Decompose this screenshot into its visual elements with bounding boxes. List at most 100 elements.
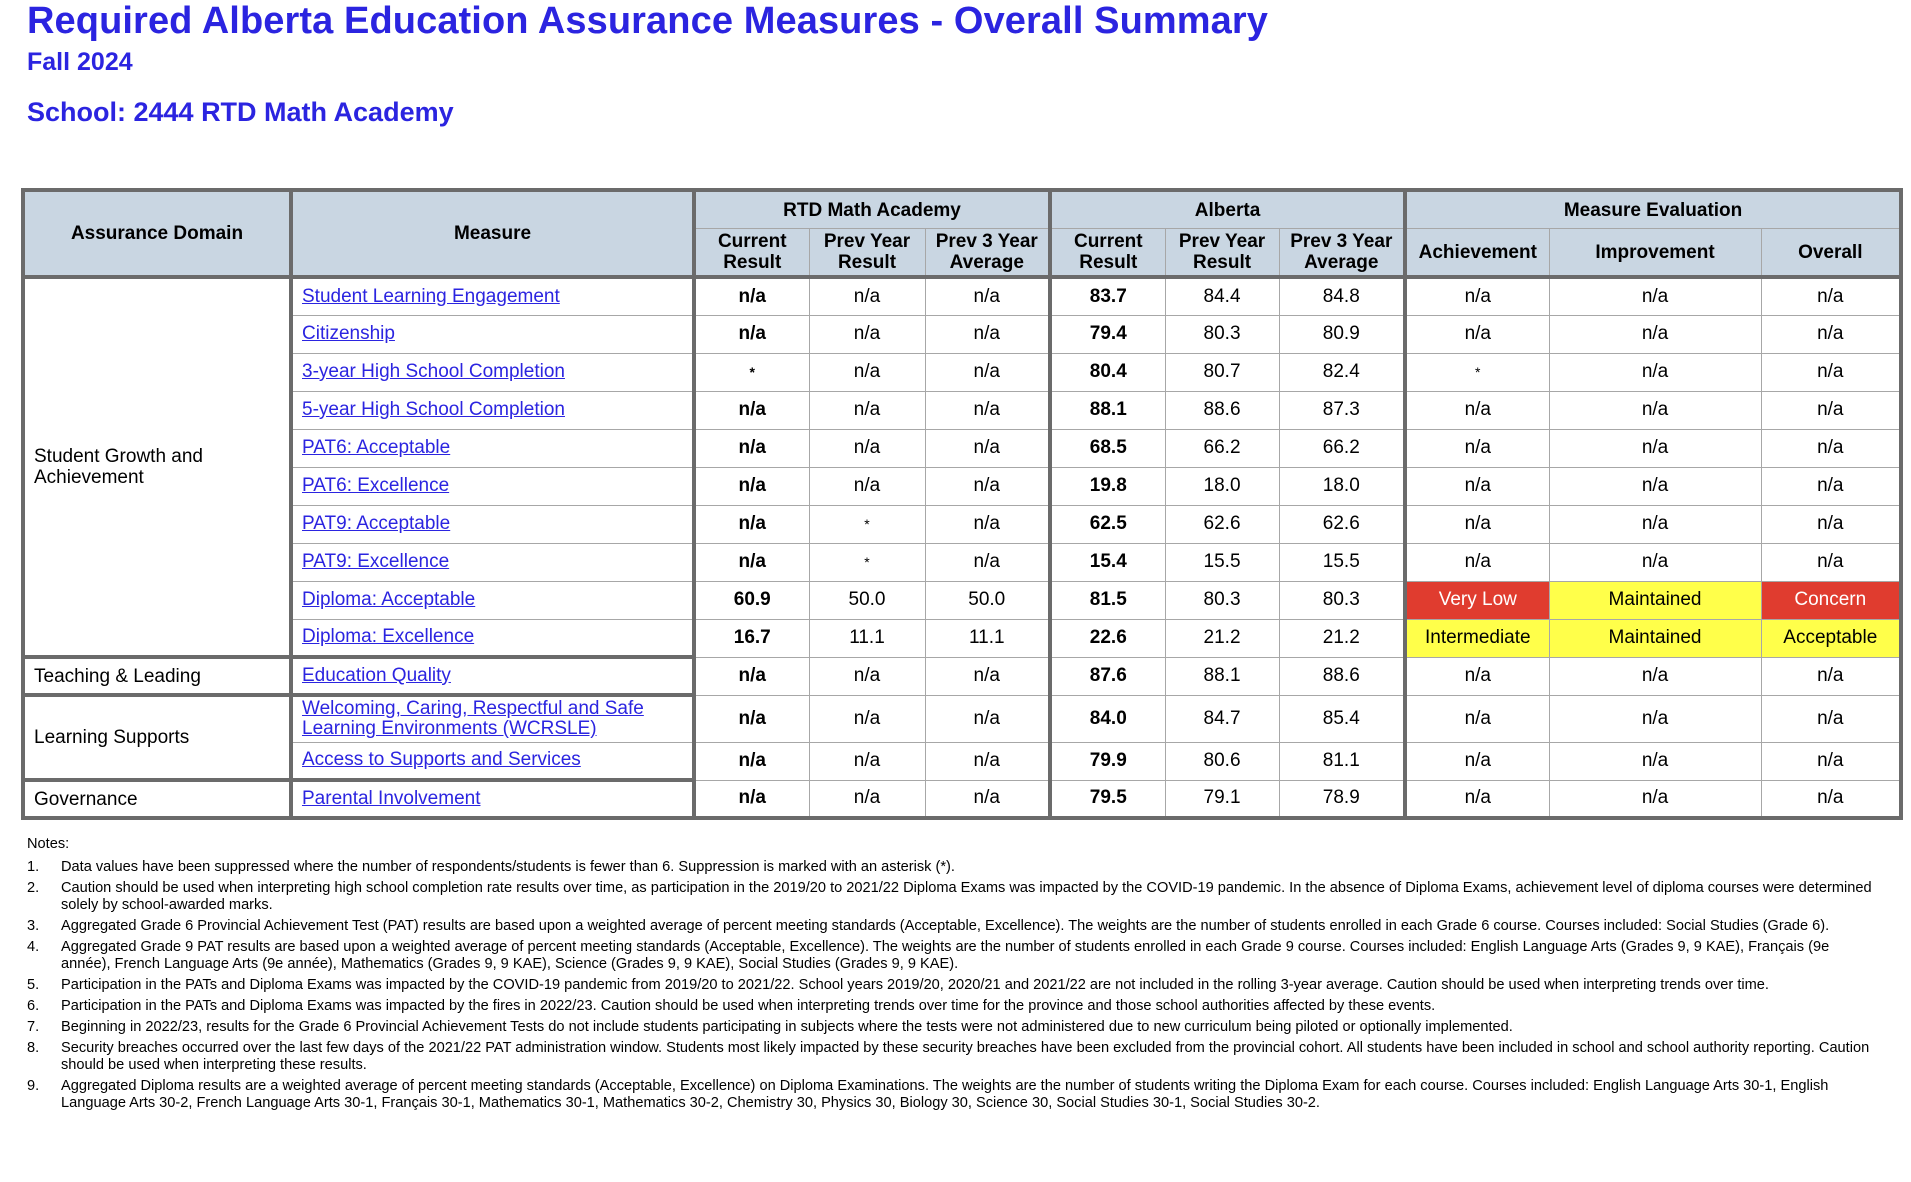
alberta-prev-year-cell: 80.3 <box>1164 314 1280 354</box>
alberta-current-cell: 19.8 <box>1049 466 1166 506</box>
alberta-prev-year-cell: 88.6 <box>1164 390 1280 430</box>
alberta-current-cell: 68.5 <box>1049 428 1166 468</box>
header-measure: Measure <box>290 189 696 279</box>
alberta-current-cell: 81.5 <box>1049 580 1166 620</box>
school-prev-year-cell: n/a <box>808 390 926 430</box>
alberta-prev-year-cell: 62.6 <box>1164 504 1280 544</box>
alberta-prev-year-cell: 84.4 <box>1164 276 1280 316</box>
note-item: 8. Security breaches occurred over the la… <box>27 1040 1877 1074</box>
header-school-prev3: Prev 3 Year Average <box>924 228 1053 279</box>
measure-cell: Diploma: Excellence <box>290 618 696 659</box>
alberta-prev3-cell: 81.1 <box>1278 741 1408 781</box>
overall-cell: n/a <box>1760 656 1902 696</box>
overall-cell: n/a <box>1760 466 1902 506</box>
note-number: 3. <box>27 918 40 934</box>
measure-link-diploma-excellence[interactable]: Diploma: Excellence <box>302 626 475 648</box>
measure-link-citizenship[interactable]: Citizenship <box>302 323 395 344</box>
alberta-current-cell: 79.5 <box>1049 779 1166 819</box>
notes-heading: Notes: <box>27 836 70 852</box>
note-item: 5. Participation in the PATs and Diploma … <box>27 977 1877 994</box>
table-row: Access to Supports and Services n/a n/a … <box>23 741 1902 782</box>
improvement-cell: n/a <box>1548 656 1762 696</box>
alberta-prev3-cell: 21.2 <box>1278 618 1408 658</box>
improvement-cell: n/a <box>1548 741 1762 781</box>
measure-cell: Access to Supports and Services <box>290 741 696 782</box>
improvement-cell: n/a <box>1548 542 1762 582</box>
school-prev3-cell: n/a <box>924 352 1053 392</box>
school-prev3-cell: 50.0 <box>924 580 1053 620</box>
achievement-cell: n/a <box>1404 276 1550 316</box>
overall-cell: n/a <box>1760 542 1902 582</box>
school-prev-year-cell: * <box>808 542 926 582</box>
measure-cell: PAT9: Excellence <box>290 542 696 582</box>
measure-cell: PAT6: Acceptable <box>290 428 696 468</box>
measure-link-education-quality[interactable]: Education Quality <box>302 665 451 686</box>
alberta-current-cell: 79.9 <box>1049 741 1166 781</box>
header-group-evaluation: Measure Evaluation <box>1404 189 1902 229</box>
note-text: Beginning in 2022/23, results for the Gr… <box>61 1019 1513 1035</box>
achievement-cell: n/a <box>1404 390 1550 430</box>
school-current-cell: n/a <box>693 466 810 506</box>
achievement-cell: n/a <box>1404 694 1550 743</box>
note-number: 9. <box>27 1078 40 1094</box>
header-achievement: Achievement <box>1404 228 1550 279</box>
overall-cell: n/a <box>1760 741 1902 781</box>
school-prev-year-cell: n/a <box>808 314 926 354</box>
school-prev3-cell: n/a <box>924 779 1053 819</box>
alberta-prev-year-cell: 18.0 <box>1164 466 1280 506</box>
improvement-cell: n/a <box>1548 694 1762 743</box>
header-group-alberta: Alberta <box>1049 189 1408 229</box>
measure-link-pat6-excellence[interactable]: PAT6: Excellence <box>302 475 450 496</box>
note-item: 9. Aggregated Diploma results are a weigh… <box>27 1078 1877 1112</box>
school-prev3-cell: n/a <box>924 276 1053 316</box>
overall-cell: n/a <box>1760 276 1902 316</box>
measure-link-diploma-acceptable[interactable]: Diploma: Acceptable <box>302 589 476 610</box>
measure-cell: PAT6: Excellence <box>290 466 696 506</box>
school-prev3-cell: n/a <box>924 656 1053 696</box>
header-school-current: Current Result <box>693 228 810 279</box>
achievement-cell: n/a <box>1404 504 1550 544</box>
note-number: 2. <box>27 880 40 896</box>
overall-cell: n/a <box>1760 504 1902 544</box>
table-row: Citizenship n/a n/a n/a 79.4 80.3 80.9 n… <box>23 314 1902 354</box>
school-prev3-cell: n/a <box>924 390 1053 430</box>
school-prev3-cell: n/a <box>924 466 1053 506</box>
measure-link-5yr-completion[interactable]: 5-year High School Completion <box>302 399 565 420</box>
school-prev-year-cell: n/a <box>808 352 926 392</box>
header-alberta-current: Current Result <box>1049 228 1166 279</box>
achievement-cell: * <box>1404 352 1550 392</box>
alberta-prev3-cell: 88.6 <box>1278 656 1408 696</box>
note-text: Caution should be used when interpreting… <box>61 880 1872 913</box>
school-current-cell: n/a <box>693 428 810 468</box>
assurance-measures-table: Assurance Domain Measure RTD Math Academ… <box>21 188 1904 820</box>
note-number: 5. <box>27 977 40 993</box>
measure-link-access-supports[interactable]: Access to Supports and Services <box>302 749 581 771</box>
measure-link-pat6-acceptable[interactable]: PAT6: Acceptable <box>302 437 451 458</box>
school-prev-year-cell: n/a <box>808 694 926 743</box>
school-current-cell: n/a <box>693 314 810 354</box>
school-current-cell: * <box>693 352 810 392</box>
improvement-cell: n/a <box>1548 314 1762 354</box>
measure-link-wcrsle[interactable]: Welcoming, Caring, Respectful and Safe L… <box>302 698 644 740</box>
alberta-current-cell: 15.4 <box>1049 542 1166 582</box>
measure-link-pat9-excellence[interactable]: PAT9: Excellence <box>302 551 450 572</box>
school-prev3-cell: 11.1 <box>924 618 1053 658</box>
measure-link-pat9-acceptable[interactable]: PAT9: Acceptable <box>302 513 451 534</box>
measure-link-3yr-completion[interactable]: 3-year High School Completion <box>302 361 565 382</box>
measure-link-parental-involvement[interactable]: Parental Involvement <box>302 788 481 809</box>
note-number: 6. <box>27 998 40 1014</box>
improvement-cell: n/a <box>1548 466 1762 506</box>
improvement-cell: n/a <box>1548 352 1762 392</box>
achievement-cell: n/a <box>1404 428 1550 468</box>
school-prev-year-cell: n/a <box>808 276 926 316</box>
measure-cell: Diploma: Acceptable <box>290 580 696 620</box>
measure-link-student-learning-engagement[interactable]: Student Learning Engagement <box>302 285 560 307</box>
alberta-prev-year-cell: 80.7 <box>1164 352 1280 392</box>
header-overall: Overall <box>1760 228 1902 279</box>
school-prev-year-cell: 11.1 <box>808 618 926 658</box>
school-current-cell: n/a <box>693 276 810 316</box>
school-prev3-cell: n/a <box>924 741 1053 781</box>
achievement-cell: n/a <box>1404 314 1550 354</box>
alberta-current-cell: 79.4 <box>1049 314 1166 354</box>
alberta-prev-year-cell: 84.7 <box>1164 694 1280 743</box>
